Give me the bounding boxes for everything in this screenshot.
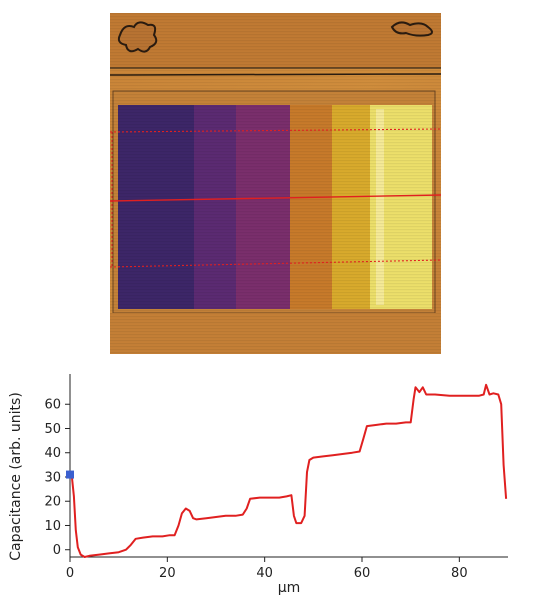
- y-tick-label: 10: [44, 519, 61, 534]
- y-tick-label: 50: [44, 422, 61, 437]
- x-tick-label: 20: [159, 566, 176, 581]
- ticks: 0 20 40 60 80 0 10 20 30 40 50 60: [44, 398, 467, 581]
- profile-start-marker: [66, 470, 74, 479]
- afm-micrograph: [110, 13, 441, 354]
- series: [66, 383, 508, 558]
- y-axis-label: Capacitance (arb. units): [8, 392, 24, 561]
- x-tick-label: 0: [66, 566, 74, 581]
- x-axis-label: µm: [278, 580, 301, 596]
- axes: [69, 374, 508, 558]
- y-tick-label: 60: [44, 398, 61, 413]
- scan-lines: [110, 13, 441, 354]
- capacitance-profile-chart: 0 20 40 60 80 0 10 20 30 40 50 60 µm Capacitance (a…: [8, 374, 508, 596]
- profile-boundary-top: [110, 128, 441, 133]
- micrograph-canvas: [110, 13, 441, 354]
- capacitance-series-line: [69, 383, 508, 558]
- x-tick-label: 60: [354, 566, 371, 581]
- y-tick-label: 20: [44, 495, 61, 510]
- profile-line: [110, 194, 441, 202]
- x-tick-label: 40: [256, 566, 273, 581]
- x-tick-label: 80: [451, 566, 468, 581]
- y-tick-label: 30: [44, 470, 61, 485]
- y-tick-label: 0: [53, 543, 61, 558]
- y-tick-label: 40: [44, 446, 61, 461]
- profile-boundary-bottom: [110, 259, 441, 268]
